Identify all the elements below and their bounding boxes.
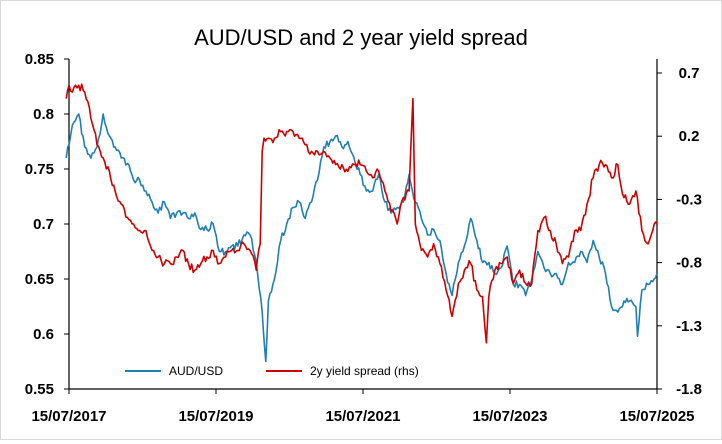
y-right-tick-label: -1.8	[676, 381, 702, 398]
y-left-tick-label: 0.75	[25, 161, 54, 178]
y-right-tick-label: -0.8	[676, 255, 702, 272]
legend-label-yield-spread: 2y yield spread (rhs)	[310, 364, 419, 378]
y-left-tick-label: 0.6	[33, 326, 54, 343]
y-right-tick-label: -0.3	[676, 191, 702, 208]
x-tick-label: 15/07/2025	[619, 408, 694, 425]
x-tick-label: 15/07/2021	[325, 408, 400, 425]
chart-title: AUD/USD and 2 year yield spread	[194, 25, 528, 50]
series-layer	[65, 83, 658, 363]
y-left-tick-label: 0.8	[33, 106, 54, 123]
legend: AUD/USD 2y yield spread (rhs)	[125, 364, 419, 378]
series-line-audusd	[65, 113, 658, 363]
y-right-tick-label: 0.2	[679, 128, 700, 145]
y-left-tick-label: 0.7	[33, 216, 54, 233]
y-right-tick-label: -1.3	[676, 318, 702, 335]
legend-label-audusd: AUD/USD	[169, 364, 223, 378]
y-left-tick-label: 0.65	[25, 271, 54, 288]
axes: 0.85 0.8 0.75 0.7 0.65 0.6 0.55 0.7 0.2 -0.3 -0.8 -…	[25, 51, 702, 425]
x-tick-label: 15/07/2017	[31, 408, 106, 425]
series-line-yield-spread	[65, 83, 658, 344]
y-left-tick-label: 0.55	[25, 381, 54, 398]
x-tick-label: 15/07/2019	[178, 408, 253, 425]
y-right-tick-label: 0.7	[679, 65, 700, 82]
y-left-tick-label: 0.85	[25, 51, 54, 68]
x-tick-label: 15/07/2023	[472, 408, 547, 425]
